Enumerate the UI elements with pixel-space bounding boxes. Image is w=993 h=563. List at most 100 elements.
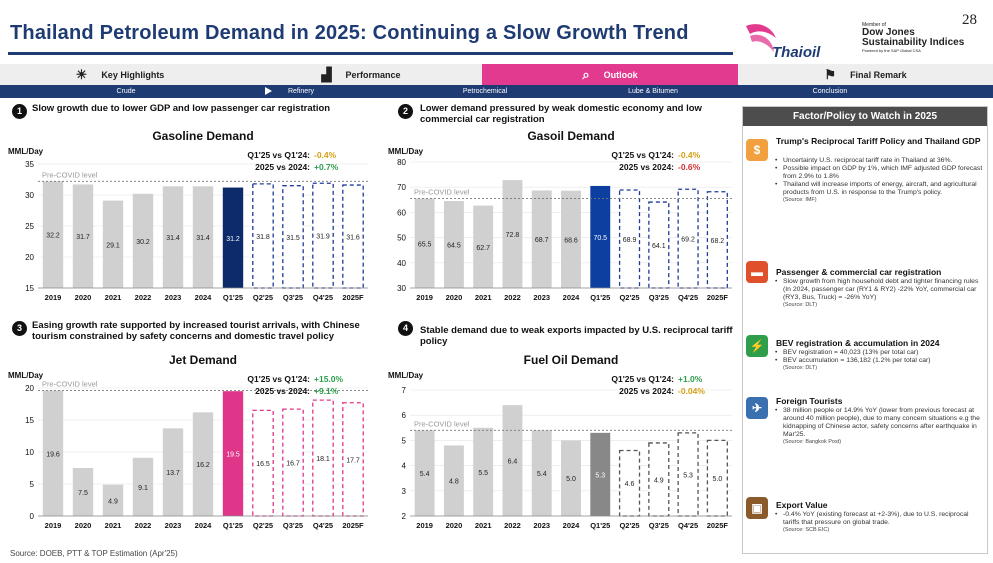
y-tick-label: 15: [25, 416, 34, 425]
data-label: 31.2: [226, 236, 240, 243]
factor-title: BEV registration & accumulation in 2024: [776, 338, 940, 348]
x-tick-label: 2025F: [342, 293, 364, 302]
factor-policy-panel: Factor/Policy to Watch in 2025 $ Trump's…: [742, 106, 988, 554]
data-label: 31.8: [256, 234, 270, 241]
y-tick-label: 7: [402, 386, 407, 395]
x-tick-label: Q1'25: [590, 293, 610, 302]
y-tick-label: 40: [397, 259, 406, 268]
bar: [162, 186, 184, 288]
x-tick-label: 2019: [416, 293, 433, 302]
x-tick-label: 2024: [563, 521, 581, 530]
data-label: 17.7: [346, 457, 360, 464]
data-label: 31.7: [76, 234, 90, 241]
x-tick-label: 2023: [165, 293, 182, 302]
x-tick-label: 2019: [45, 293, 62, 302]
data-label: 68.9: [623, 237, 637, 244]
data-label: 16.5: [256, 461, 270, 468]
bar: [282, 185, 304, 289]
data-label: 69.2: [681, 237, 695, 244]
subnav-petrochemical[interactable]: Petrochemical: [462, 88, 508, 95]
x-tick-label: Q1'25: [590, 521, 610, 530]
data-label: 65.5: [418, 241, 432, 248]
y-tick-label: 25: [25, 222, 34, 231]
x-tick-label: Q2'25: [619, 521, 639, 530]
data-label: 31.6: [346, 235, 360, 242]
factor-source: (Source: DLT): [783, 302, 818, 308]
section-4-heading: Stable demand due to weak exports impact…: [420, 325, 733, 347]
x-tick-label: 2020: [446, 293, 463, 302]
x-tick-label: Q2'25: [253, 293, 273, 302]
bar: [531, 430, 552, 516]
stat-value: -0.04%: [678, 386, 705, 396]
y-tick-label: 5: [402, 436, 407, 445]
y-tick-label: 6: [402, 411, 407, 420]
data-label: 5.3: [683, 472, 693, 479]
section-3-number: 3: [12, 321, 27, 336]
djsi-powered: Powered by the S&P Global CSA: [862, 48, 921, 53]
bar: [162, 428, 184, 516]
stat-label: 2025 vs 2024:: [619, 162, 674, 172]
x-tick-label: 2019: [45, 521, 62, 530]
y-tick-label: 10: [25, 448, 34, 457]
gasoline-demand-chart: Gasoline Demand MML/Day 15 20 25 30 35 32.2 2019…: [8, 129, 368, 302]
flag-icon: ⚑: [824, 66, 837, 82]
bar: [561, 440, 581, 516]
x-tick-label: Q1'25: [223, 521, 243, 530]
panel-title: Factor/Policy to Watch in 2025: [743, 107, 987, 126]
subnav-lube-bitumen[interactable]: Lube & Bitumen: [628, 88, 678, 95]
subnav-refinery[interactable]: Refinery: [287, 88, 315, 95]
section-1-number: 1: [12, 104, 27, 119]
x-tick-label: 2022: [504, 521, 521, 530]
x-tick-label: 2023: [533, 293, 550, 302]
tourist-icon: ✈: [746, 397, 768, 419]
factor-title: Export Value: [776, 500, 828, 510]
bar: [282, 408, 304, 517]
data-label: 64.5: [447, 243, 461, 250]
stat-label: Q1'25 vs Q1'24:: [611, 150, 674, 160]
section-4-number: 4: [398, 321, 413, 336]
data-label: 16.7: [286, 461, 300, 468]
bar: [590, 185, 611, 288]
tariff-icon: $: [746, 139, 768, 161]
subnav-conclusion[interactable]: Conclusion: [812, 88, 848, 95]
data-label: 13.7: [166, 470, 180, 477]
y-tick-label: 3: [402, 487, 407, 496]
y-tick-label: 35: [25, 160, 34, 169]
page-number: 28: [962, 12, 977, 28]
bar: [72, 468, 94, 516]
nav-tab-key-highlights[interactable]: ☀ Key Highlights: [0, 64, 240, 85]
nav-tab-label: Final Remark: [850, 69, 907, 80]
stat-label: 2025 vs 2024:: [619, 386, 674, 396]
stat-value: +0.7%: [314, 162, 339, 172]
djsi-line1: Dow Jones: [862, 27, 915, 38]
data-label: 68.7: [535, 237, 549, 244]
data-label: 16.2: [196, 462, 210, 469]
bar: [102, 484, 124, 516]
data-label: 31.4: [166, 235, 180, 242]
bar: [72, 184, 94, 288]
y-tick-label: 50: [397, 234, 406, 243]
data-label: 5.4: [420, 471, 430, 478]
bar: [443, 445, 464, 516]
x-tick-label: 2025F: [707, 521, 729, 530]
bar: [473, 427, 494, 516]
nav-tab-final-remark[interactable]: ⚑ Final Remark: [738, 64, 993, 85]
lightbulb-icon: ☀: [75, 66, 88, 82]
bar: [42, 181, 64, 288]
stat-label: Q1'25 vs Q1'24:: [611, 374, 674, 384]
factor-source: (Source: DLT): [783, 365, 818, 371]
subnav-crude[interactable]: Crude: [116, 88, 136, 95]
factor-bullet: Uncertainty U.S. reciprocal tariff rate …: [773, 157, 983, 165]
nav-tab-performance[interactable]: ▟ Performance: [240, 64, 482, 85]
stat-value: +15.0%: [314, 374, 344, 384]
data-label: 5.0: [712, 476, 722, 483]
main-nav: ☀ Key Highlights ▟ Performance ⌕ Outlook…: [0, 64, 993, 85]
bar: [312, 399, 334, 517]
data-label: 19.6: [46, 451, 60, 458]
subnav-current-arrow-icon: [265, 87, 272, 95]
nav-tab-outlook[interactable]: ⌕ Outlook: [482, 64, 738, 85]
section-2-heading: Lower demand pressured by weak domestic …: [420, 103, 702, 125]
export-icon: ▣: [746, 497, 768, 519]
data-label: 4.8: [449, 479, 459, 486]
bar: [102, 200, 124, 288]
